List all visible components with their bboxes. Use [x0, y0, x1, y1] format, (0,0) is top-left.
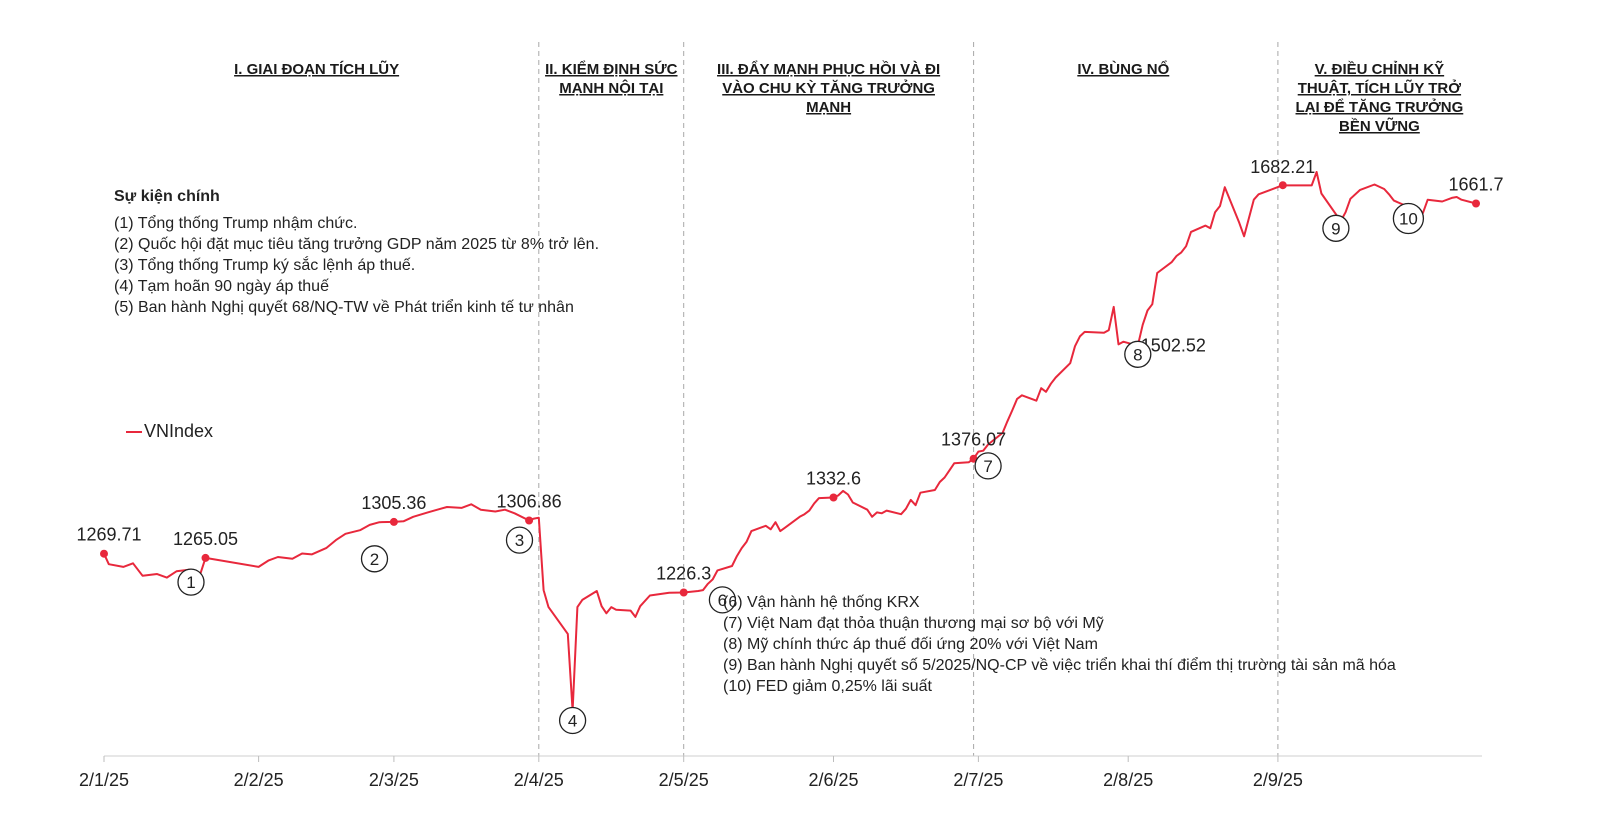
value-labels: 1269.71 1265.05 1305.36 1306.86 1226.3 1332.6… — [76, 157, 1503, 583]
phase-title-5-line-1: V. ĐIỀU CHỈNH KỸ — [1315, 60, 1444, 78]
data-point — [201, 553, 210, 562]
event-marker-number: 10 — [1399, 210, 1418, 229]
phase-title-3-line-3: MẠNH — [806, 99, 851, 116]
phase-title-3-line-1: III. ĐẨY MẠNH PHỤC HỒI VÀ ĐI — [717, 60, 940, 78]
x-tick-label: 2/5/25 — [659, 770, 709, 790]
x-tick-label: 2/3/25 — [369, 770, 419, 790]
chart-legend: VNIndex — [126, 421, 213, 442]
phase-dividers — [538, 42, 1279, 756]
events-box-1: Sự kiện chính (1) Tổng thống Trump nhậm … — [114, 186, 599, 318]
data-point — [389, 517, 398, 526]
data-label: 1305.36 — [361, 493, 426, 513]
event-item: (2) Quốc hội đặt mục tiêu tăng trưởng GD… — [114, 236, 600, 253]
data-label: 1306.86 — [497, 492, 562, 512]
data-label: 1502.52 — [1141, 336, 1206, 356]
event-marker-circle — [1392, 202, 1425, 235]
event-item: (10) FED giảm 0,25% lãi suất — [723, 678, 932, 695]
event-marker-number: 4 — [568, 712, 577, 731]
x-tick-label: 2/6/25 — [808, 770, 858, 790]
event-marker-circle — [360, 545, 389, 573]
data-label: 1682.21 — [1250, 157, 1315, 177]
event-marker-circle — [1124, 340, 1152, 368]
event-marker-number: 9 — [1331, 219, 1340, 238]
event-item: (3) Tổng thống Trump ký sắc lệnh áp thuế… — [114, 257, 416, 274]
event-marker-number: 3 — [515, 531, 524, 550]
data-point — [1278, 181, 1287, 190]
x-axis: 2/1/25 2/2/25 2/3/25 2/4/25 2/5/25 2/6/25 2/7/… — [79, 756, 1303, 790]
event-markers: 1 2 3 4 6 7 8 9 10 — [177, 202, 1425, 735]
event-item: (6) Vận hành hệ thống KRX — [723, 594, 920, 611]
event-marker-circle — [708, 586, 737, 614]
data-point — [679, 588, 688, 597]
events-box-title: Sự kiện chính — [114, 188, 220, 205]
data-label: 1265.05 — [173, 529, 238, 549]
data-label: 1269.71 — [76, 525, 141, 545]
event-item: (4) Tạm hoãn 90 ngày áp thuế — [114, 278, 329, 295]
legend-label: VNIndex — [144, 421, 214, 441]
phase-title-3-line-2: VÀO CHU KỲ TĂNG TRƯỞNG — [722, 79, 935, 97]
data-label: 1226.3 — [656, 564, 711, 584]
data-point — [100, 549, 108, 558]
data-point — [1472, 199, 1480, 208]
event-marker-circle — [1322, 214, 1350, 242]
data-point — [525, 516, 534, 525]
events-box-2: (6) Vận hành hệ thống KRX (7) Việt Nam đ… — [723, 592, 1396, 697]
event-item: (1) Tổng thống Trump nhậm chức. — [114, 215, 358, 232]
data-label: 1332.6 — [806, 469, 861, 489]
event-marker-circle — [558, 706, 587, 735]
event-item: (7) Việt Nam đạt thỏa thuận thương mại s… — [723, 615, 1104, 632]
event-marker-circle — [974, 452, 1002, 480]
event-marker-number: 1 — [186, 573, 195, 592]
event-marker-circle — [177, 568, 205, 596]
phase-title-5-line-3: LẠI ĐỂ TĂNG TRƯỞNG — [1296, 98, 1464, 116]
phase-title-5-line-4: BỀN VỮNG — [1339, 117, 1420, 135]
x-tick-label: 2/1/25 — [79, 770, 129, 790]
x-tick-label: 2/8/25 — [1103, 770, 1153, 790]
phase-titles: I. GIAI ĐOẠN TÍCH LŨY II. KIỂM ĐỊNH SỨCMẠ… — [234, 60, 1463, 135]
event-item: (8) Mỹ chính thức áp thuế đối ứng 20% vớ… — [723, 636, 1098, 653]
phase-title-1-line-1: I. GIAI ĐOẠN TÍCH LŨY — [234, 60, 399, 78]
data-point — [829, 493, 838, 502]
x-tick-label: 2/4/25 — [514, 770, 564, 790]
event-marker-circle — [505, 526, 534, 554]
phase-title-5-line-2: THUẬT, TÍCH LŨY TRỞ — [1298, 79, 1462, 97]
legend-swatch — [126, 430, 142, 433]
event-marker-number: 7 — [983, 457, 992, 476]
phase-title-4-line-1: IV. BÙNG NỔ — [1077, 60, 1169, 78]
data-label: 1661.7 — [1448, 175, 1503, 195]
event-marker-number: 8 — [1133, 345, 1142, 364]
event-item: (9) Ban hành Nghị quyết số 5/2025/NQ-CP … — [723, 657, 1396, 674]
x-tick-label: 2/7/25 — [953, 770, 1003, 790]
x-tick-label: 2/9/25 — [1253, 770, 1303, 790]
event-item: (5) Ban hành Nghị quyết 68/NQ-TW về Phát… — [114, 299, 574, 316]
x-tick-label: 2/2/25 — [234, 770, 284, 790]
phase-title-2-line-1: II. KIỂM ĐỊNH SỨC — [545, 60, 678, 78]
event-marker-number: 6 — [718, 591, 727, 610]
vnindex-line — [103, 171, 1477, 712]
phase-title-2-line-2: MẠNH NỘI TẠI — [559, 79, 663, 97]
data-label: 1376.07 — [941, 430, 1006, 450]
event-marker-number: 2 — [370, 550, 379, 569]
